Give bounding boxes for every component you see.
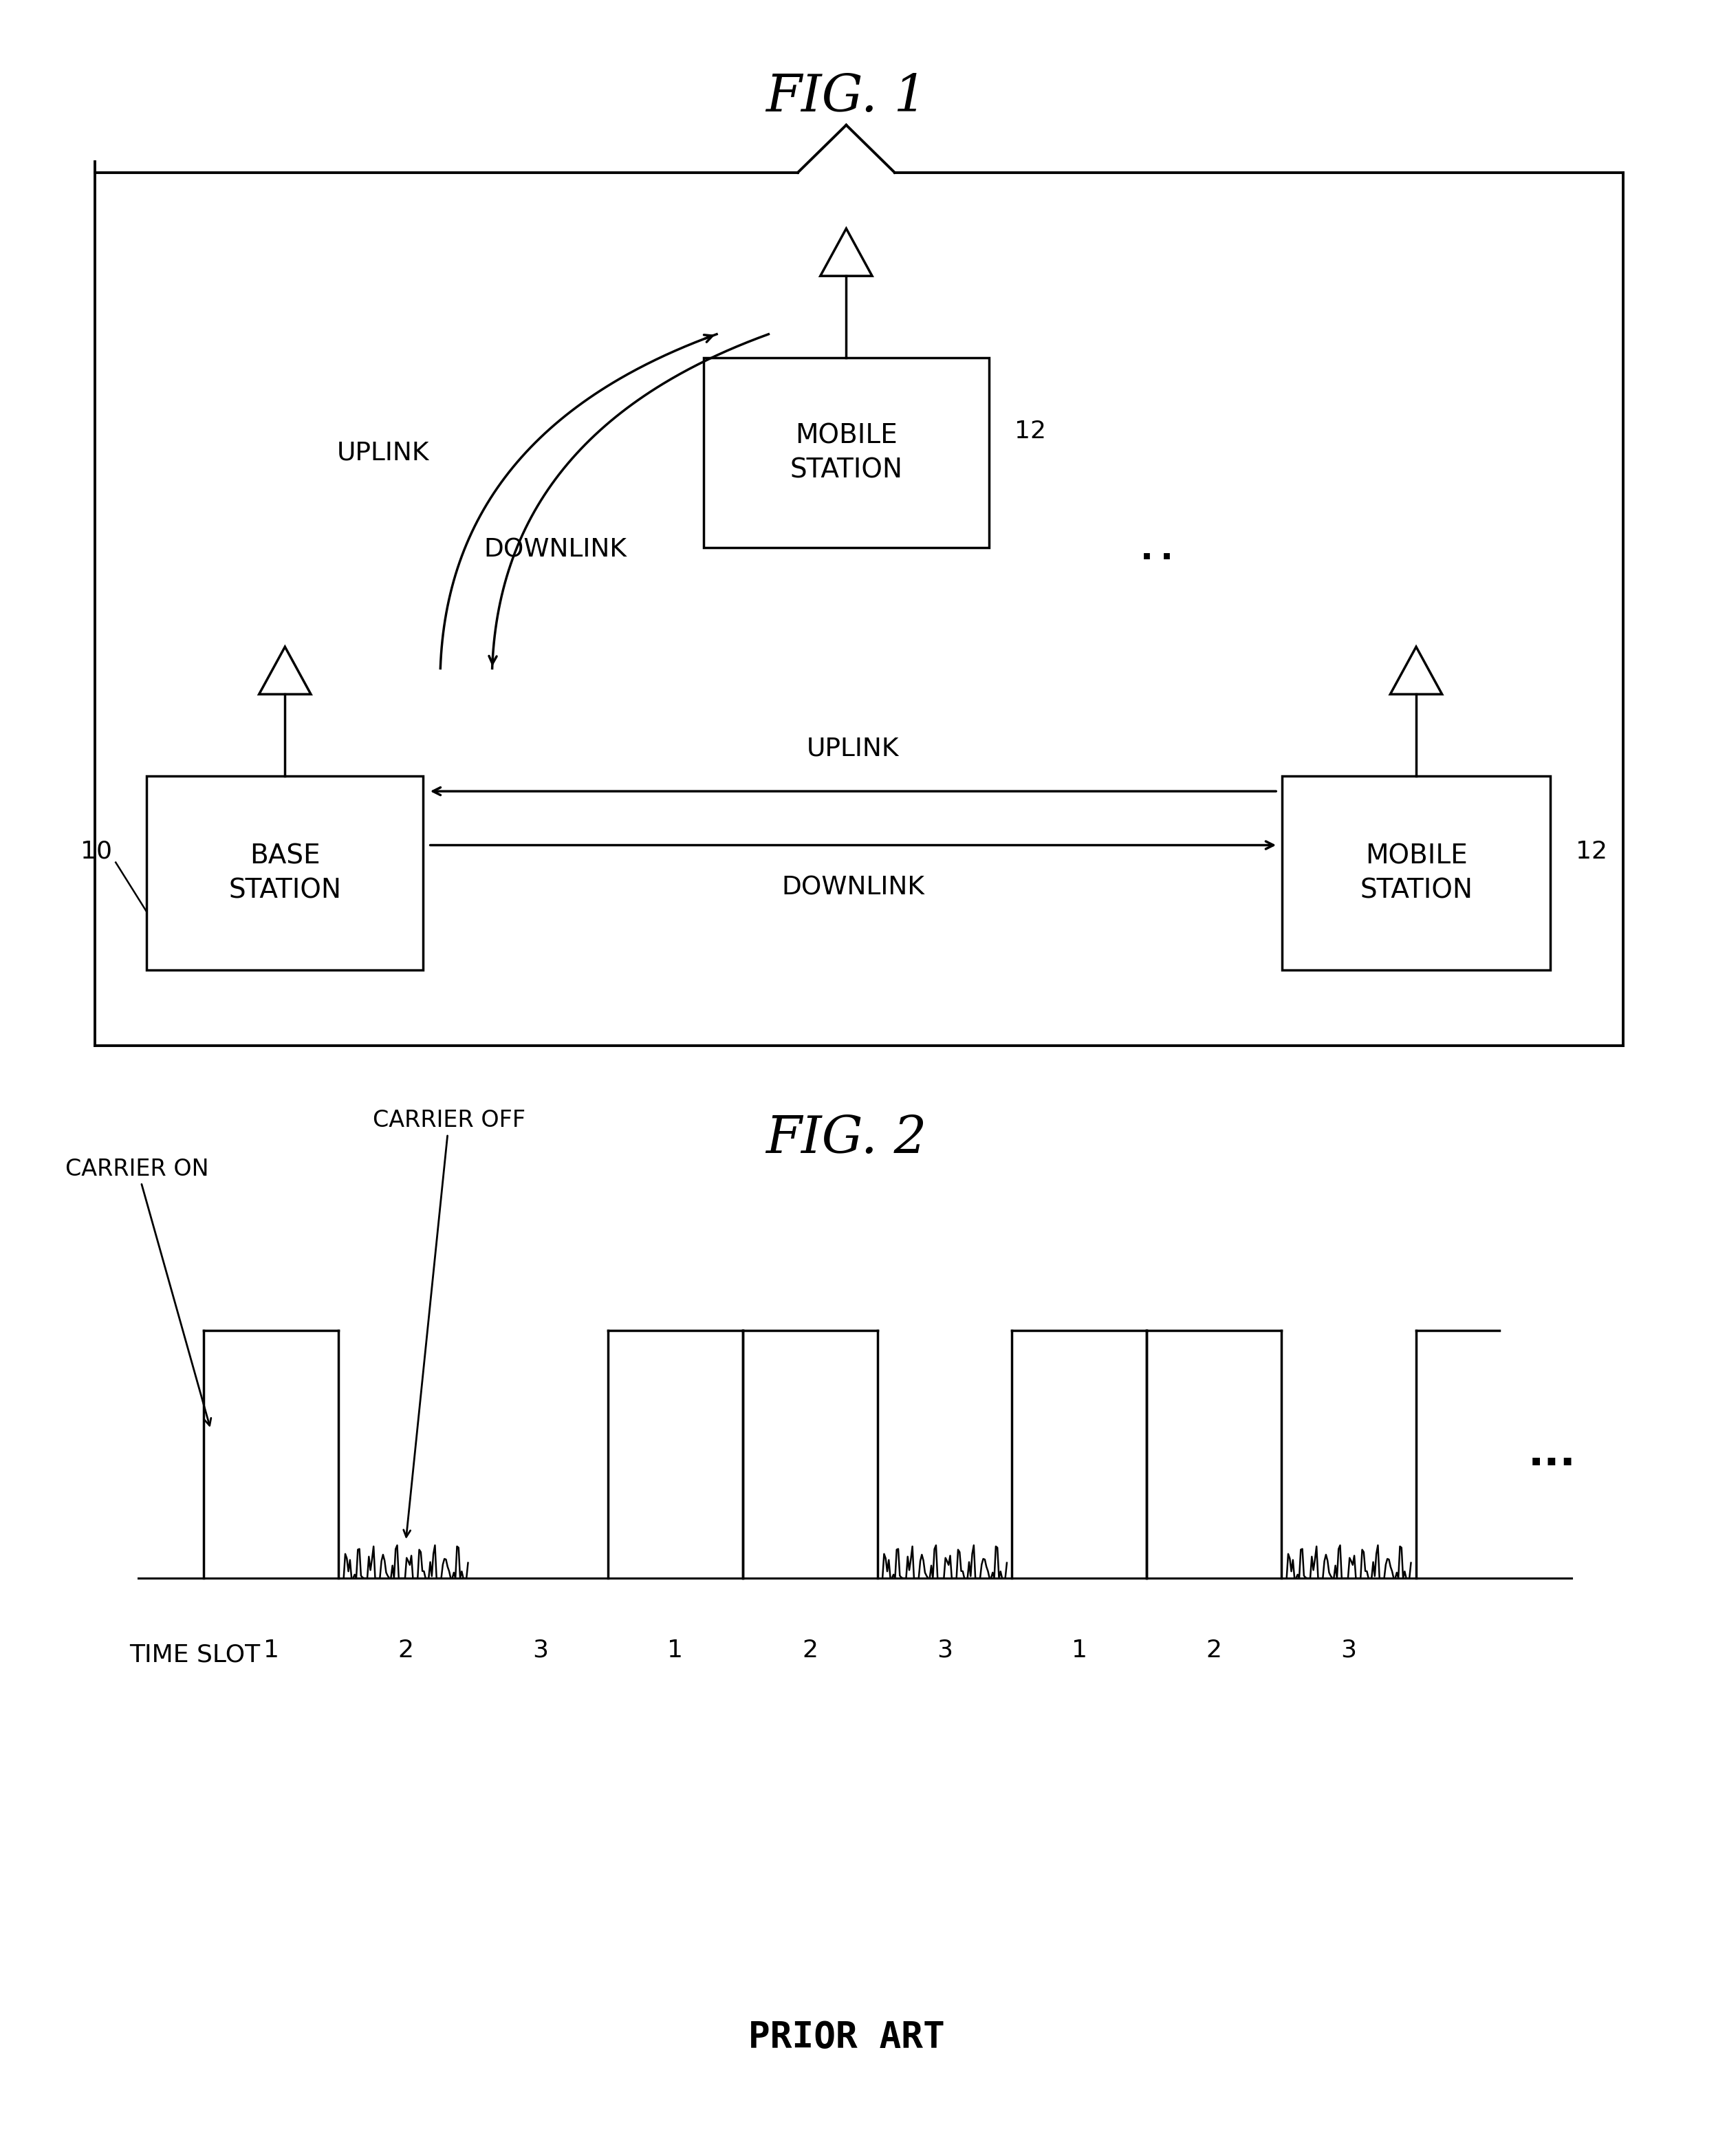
Text: CARRIER OFF: CARRIER OFF [373, 1108, 525, 1537]
Text: BASE
STATION: BASE STATION [228, 843, 342, 903]
Text: 3: 3 [532, 1639, 549, 1662]
Text: CARRIER ON: CARRIER ON [66, 1158, 211, 1425]
Text: FIG. 1: FIG. 1 [765, 71, 927, 123]
Text: 10: 10 [81, 841, 112, 862]
Text: DOWNLINK: DOWNLINK [484, 537, 627, 563]
Text: TIME SLOT: TIME SLOT [130, 1643, 261, 1667]
Text: 2: 2 [801, 1639, 819, 1662]
Text: 12: 12 [1015, 420, 1047, 442]
Text: FIG. 2: FIG. 2 [765, 1112, 927, 1164]
Text: MOBILE
STATION: MOBILE STATION [1359, 843, 1473, 903]
Text: 3: 3 [1340, 1639, 1357, 1662]
Text: MOBILE
STATION: MOBILE STATION [789, 423, 903, 483]
Text: . .: . . [1140, 533, 1174, 567]
Text: 3: 3 [936, 1639, 953, 1662]
Text: 1: 1 [263, 1639, 280, 1662]
Text: UPLINK: UPLINK [337, 440, 430, 466]
Bar [1281, 776, 1551, 970]
Text: ...: ... [1528, 1434, 1577, 1475]
Text: 2: 2 [397, 1639, 414, 1662]
Text: 1: 1 [667, 1639, 684, 1662]
Text: 1: 1 [1071, 1639, 1088, 1662]
Text: UPLINK: UPLINK [807, 737, 900, 761]
Text: PRIOR ART: PRIOR ART [748, 2020, 945, 2055]
Bar [705, 358, 988, 548]
Text: DOWNLINK: DOWNLINK [782, 875, 924, 899]
Text: 2: 2 [1205, 1639, 1223, 1662]
Bar [147, 776, 423, 970]
Text: 12: 12 [1575, 841, 1608, 862]
